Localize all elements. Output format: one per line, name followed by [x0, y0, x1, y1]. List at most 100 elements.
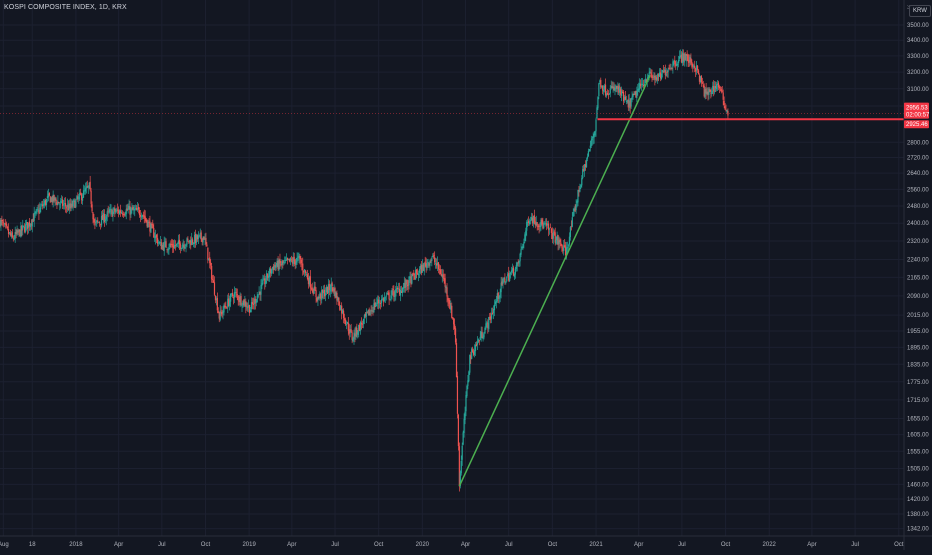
candle-body: [113, 208, 115, 211]
candle-body: [388, 292, 390, 300]
candle-body: [447, 297, 449, 301]
candle-body: [81, 197, 84, 201]
candle-body: [2, 221, 4, 223]
candle-body: [637, 88, 639, 93]
symbol-title[interactable]: KOSPI COMPOSITE INDEX, 1D, KRX: [4, 4, 127, 11]
candle-body: [247, 306, 249, 308]
candle-body: [146, 219, 148, 227]
candle-body: [471, 348, 473, 359]
candle-body: [502, 279, 504, 285]
candle-body: [31, 219, 33, 227]
candle-body: [133, 208, 135, 211]
candle-body: [653, 75, 655, 78]
time-tick-label: Jul: [505, 542, 513, 548]
candle-body: [420, 264, 422, 274]
time-tick-label: 2022: [763, 542, 777, 548]
candle-body: [242, 300, 244, 306]
candle-body: [301, 263, 303, 265]
candle-body: [179, 243, 181, 249]
price-axis[interactable]: 3500.003400.003300.003200.003100.003000.…: [903, 0, 929, 550]
candle-body: [233, 292, 236, 298]
candle-body: [504, 278, 506, 283]
candle-body: [510, 270, 513, 273]
candle-body: [559, 239, 561, 243]
candle-body: [264, 278, 266, 285]
candle-body: [558, 240, 560, 244]
candle-body: [202, 236, 204, 243]
candle-body: [312, 289, 314, 294]
candle-body: [603, 85, 606, 90]
candle-body: [641, 83, 644, 86]
candle-body: [611, 85, 613, 89]
candle-body: [657, 73, 659, 81]
candle-body: [492, 308, 495, 313]
candle-body: [533, 215, 535, 223]
candle-body: [211, 279, 214, 280]
candle-body: [442, 274, 444, 278]
candle-body: [309, 276, 311, 288]
candle-body: [194, 233, 197, 244]
candle-body: [345, 324, 348, 325]
candle-body: [143, 215, 145, 218]
candle-body: [269, 268, 272, 274]
candle-body: [20, 225, 22, 237]
candle-body: [214, 295, 217, 301]
candle-body: [19, 229, 21, 237]
candle-body: [335, 292, 337, 298]
candle-body: [134, 209, 136, 211]
candle-body: [261, 283, 263, 286]
candle-body: [66, 204, 68, 208]
candle-body: [649, 71, 651, 74]
candle-body: [348, 329, 350, 334]
candle-body: [493, 304, 496, 311]
candle-body: [352, 338, 354, 341]
candle-body: [346, 321, 348, 324]
candle-body: [648, 72, 650, 78]
candle-body: [287, 258, 290, 260]
candle-body: [662, 71, 665, 72]
candle-body: [354, 333, 356, 337]
candle-body: [435, 263, 437, 264]
candle-body: [62, 199, 64, 206]
candle-body: [528, 221, 531, 225]
candle-body: [117, 209, 119, 211]
time-tick-label: Jul: [851, 542, 859, 548]
candle-body: [681, 52, 683, 64]
price-tick-label: 1342.00: [907, 527, 929, 533]
candle-body: [225, 306, 227, 308]
candle-body: [495, 301, 497, 303]
candle-body: [450, 305, 452, 310]
time-tick-label: 2020: [416, 542, 430, 548]
candle-body: [14, 232, 16, 239]
candle-body: [77, 197, 79, 199]
candle-body: [227, 298, 229, 308]
candle-body: [618, 85, 620, 93]
candle-body: [119, 210, 122, 213]
candle-body: [275, 265, 277, 268]
candle-body: [273, 265, 275, 271]
candle-body: [129, 206, 131, 215]
time-tick-label: Oct: [201, 542, 211, 548]
candle-body: [289, 258, 292, 262]
currency-badge[interactable]: KRW: [909, 5, 931, 17]
candle-body: [678, 56, 681, 59]
candle-body: [584, 164, 586, 172]
candle-body: [122, 214, 124, 215]
candle-body: [201, 238, 203, 243]
candle-body: [218, 312, 220, 319]
candle-body: [357, 332, 359, 335]
candle-body: [529, 220, 532, 222]
candle-body: [396, 288, 398, 290]
candle-body: [410, 276, 412, 285]
candle-body: [385, 295, 387, 297]
candle-body: [408, 276, 410, 286]
time-axis[interactable]: Aug 18 2018 Apr Jul Oct 2019 Apr Jul Oct 2020 Apr Ju…: [0, 535, 932, 548]
candle-body: [165, 241, 167, 248]
candle-body: [697, 70, 700, 75]
candle-body: [488, 316, 490, 330]
candle-body: [435, 263, 438, 266]
candle-body: [614, 87, 616, 91]
candle-body: [563, 245, 565, 251]
